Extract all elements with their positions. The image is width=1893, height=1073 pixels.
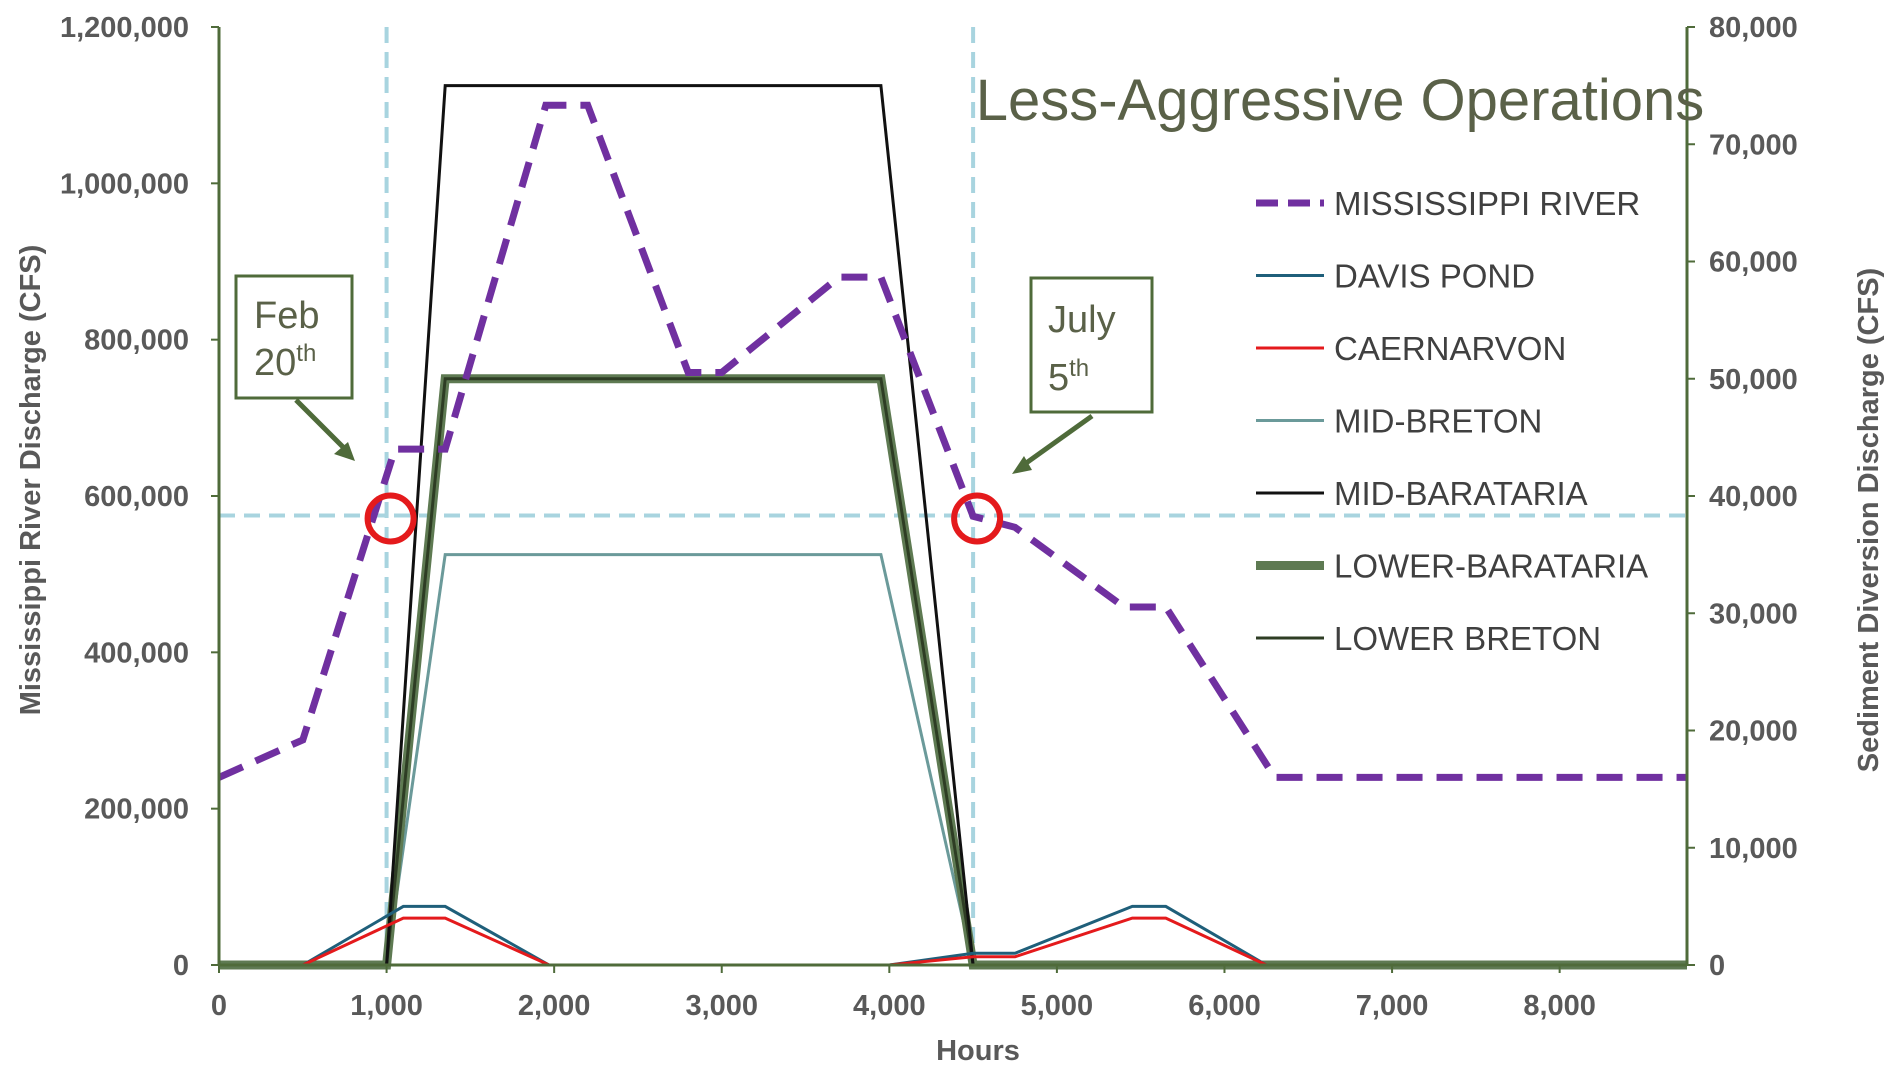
y-axis-right-title: Sediment Diversion Discharge (CFS) <box>1853 268 1885 772</box>
annotation-july-arrowhead <box>1012 456 1032 474</box>
y-left-tick-label: 800,000 <box>84 325 189 357</box>
legend-label-mississippi-river: MISSISSIPPI RIVER <box>1334 185 1640 222</box>
axes: 0 1,000 2,000 3,000 4,000 5,000 6,000 7,000 8,00… <box>60 12 1798 1022</box>
y-left-tick-label: 200,000 <box>84 794 189 826</box>
annotation-feb-arrowhead <box>334 442 355 461</box>
y-right-tick-label: 20,000 <box>1709 716 1798 748</box>
y-right-tick-label: 50,000 <box>1709 364 1798 396</box>
x-tick-label: 4,000 <box>853 990 926 1022</box>
series-line-mississippi-river <box>217 101 1687 781</box>
y-left-tick-label: 600,000 <box>84 481 189 513</box>
legend-label-mid-breton: MID-BRETON <box>1334 403 1542 440</box>
annotation-feb: Feb 20th <box>234 274 355 461</box>
x-tick-label: 6,000 <box>1188 990 1261 1022</box>
y-right-tick-label: 70,000 <box>1709 129 1798 161</box>
annotation-feb-box <box>234 274 354 400</box>
legend-label-lower-barataria: LOWER-BARATARIA <box>1334 548 1648 585</box>
annotation-july-day: 5th <box>1048 355 1089 399</box>
legend-label-caernarvon: CAERNARVON <box>1334 330 1566 367</box>
legend: MISSISSIPPI RIVER DAVIS POND CAERNARVON MID… <box>1256 185 1648 657</box>
annotation-july: July 5th <box>1012 276 1154 474</box>
chart-title: Less-Aggressive Operations <box>976 68 1705 133</box>
y-right-tick-label: 60,000 <box>1709 247 1798 279</box>
annotation-feb-arrow <box>294 398 350 454</box>
x-tick-label: 0 <box>211 990 227 1022</box>
x-axis-title: Hours <box>936 1035 1020 1067</box>
legend-label-mid-barataria: MID-BARATARIA <box>1334 475 1588 512</box>
x-tick-label: 7,000 <box>1356 990 1429 1022</box>
annotation-feb-day: 20th <box>254 340 316 384</box>
annotation-july-box <box>1029 276 1154 414</box>
annotation-july-arrow <box>1020 413 1094 469</box>
legend-label-lower-breton: LOWER BRETON <box>1334 620 1601 657</box>
x-tick-label: 1,000 <box>350 990 423 1022</box>
x-tick-label: 3,000 <box>685 990 758 1022</box>
y-axis-left-title: Mississippi River Discharge (CFS) <box>15 245 47 716</box>
y-right-tick-label: 30,000 <box>1709 598 1798 630</box>
y-right-tick-label: 10,000 <box>1709 833 1798 865</box>
y-right-tick-label: 40,000 <box>1709 481 1798 513</box>
legend-label-davis-pond: DAVIS POND <box>1334 258 1535 295</box>
y-left-tick-label: 1,000,000 <box>60 168 189 200</box>
series-line-caernarvon <box>219 916 1687 967</box>
y-right-tick-label: 80,000 <box>1709 12 1798 44</box>
annotation-feb-month: Feb <box>254 295 319 337</box>
highlight-markers <box>364 492 1004 545</box>
y-left-tick-label: 400,000 <box>84 637 189 669</box>
y-left-tick-label: 1,200,000 <box>60 12 189 44</box>
y-right-tick-label: 0 <box>1709 950 1725 982</box>
x-tick-label: 5,000 <box>1021 990 1094 1022</box>
highlight-circle-1 <box>364 492 417 545</box>
x-tick-label: 8,000 <box>1523 990 1596 1022</box>
highlight-circle-2 <box>951 492 1004 545</box>
series-line-davis-pond <box>219 904 1687 967</box>
annotation-july-month: July <box>1048 299 1116 341</box>
x-tick-label: 2,000 <box>518 990 591 1022</box>
y-left-tick-label: 0 <box>173 950 189 982</box>
